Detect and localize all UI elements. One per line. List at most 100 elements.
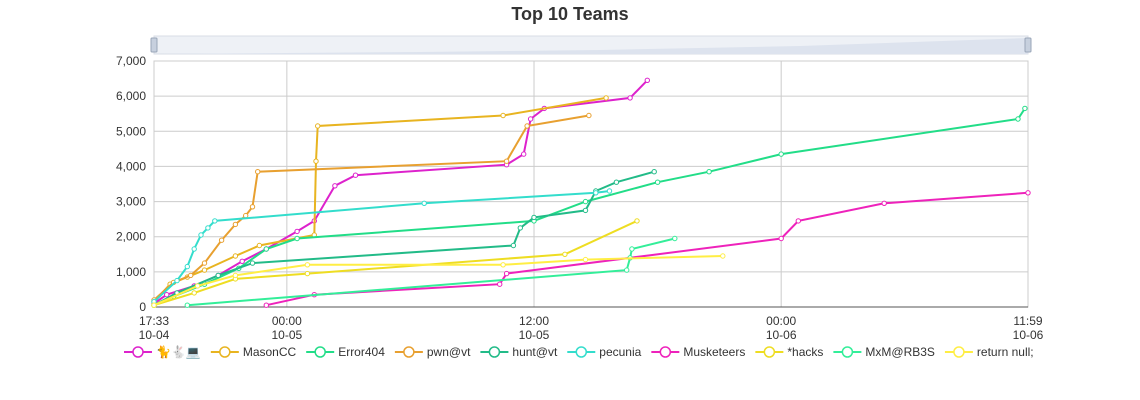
data-point[interactable]: [778, 151, 784, 157]
data-point[interactable]: [706, 169, 712, 175]
data-point[interactable]: [795, 218, 801, 224]
data-point[interactable]: [215, 272, 221, 279]
legend-item[interactable]: pecunia: [567, 345, 642, 359]
data-point[interactable]: [315, 123, 321, 129]
data-point[interactable]: [249, 204, 256, 210]
data-point[interactable]: [255, 169, 261, 175]
data-point[interactable]: [582, 207, 589, 214]
data-point[interactable]: [239, 258, 245, 264]
series-4[interactable]: [151, 169, 657, 308]
legend-item[interactable]: pwn@vt: [394, 345, 471, 359]
data-point[interactable]: [606, 188, 613, 194]
legend-label: MasonCC: [243, 345, 297, 359]
data-point[interactable]: [352, 172, 359, 178]
data-point[interactable]: [624, 267, 630, 273]
range-slider-handle-left[interactable]: [150, 37, 158, 53]
data-point[interactable]: [184, 263, 191, 270]
data-point[interactable]: [603, 95, 609, 101]
series-line[interactable]: [153, 219, 638, 307]
data-point[interactable]: [778, 235, 784, 242]
data-point[interactable]: [503, 270, 510, 277]
series-9[interactable]: [151, 253, 726, 308]
data-point[interactable]: [421, 200, 427, 207]
data-point[interactable]: [634, 218, 640, 224]
data-point[interactable]: [562, 251, 568, 258]
series-line[interactable]: [266, 191, 1029, 307]
series-3[interactable]: [151, 112, 592, 303]
data-point[interactable]: [294, 228, 300, 235]
data-point[interactable]: [232, 253, 239, 259]
data-point[interactable]: [191, 246, 197, 252]
range-slider[interactable]: [150, 35, 1032, 55]
legend-item[interactable]: MxM@RB3S: [833, 345, 935, 359]
data-point[interactable]: [174, 277, 180, 284]
data-point[interactable]: [510, 242, 517, 249]
legend-item[interactable]: Musketeers: [651, 345, 745, 359]
data-point[interactable]: [1025, 190, 1031, 196]
data-point[interactable]: [1022, 105, 1028, 112]
data-point[interactable]: [586, 112, 592, 119]
data-point[interactable]: [521, 151, 527, 157]
data-point[interactable]: [720, 253, 726, 259]
data-point[interactable]: [672, 235, 678, 242]
series-line[interactable]: [153, 170, 655, 307]
data-point[interactable]: [531, 214, 537, 221]
data-point[interactable]: [500, 262, 506, 268]
data-point[interactable]: [198, 232, 204, 238]
data-point[interactable]: [249, 260, 256, 266]
data-point[interactable]: [654, 179, 661, 185]
data-point[interactable]: [164, 292, 170, 298]
legend-item[interactable]: MasonCC: [210, 345, 297, 359]
data-point[interactable]: [191, 290, 197, 296]
data-point[interactable]: [304, 270, 311, 277]
data-point[interactable]: [629, 246, 635, 252]
legend-item[interactable]: 🐈🐇💻: [124, 345, 201, 359]
range-slider-handle-right[interactable]: [1024, 37, 1032, 53]
legend-item[interactable]: *hacks: [755, 345, 823, 359]
data-point[interactable]: [497, 281, 503, 287]
data-point[interactable]: [232, 272, 239, 279]
data-point[interactable]: [582, 256, 589, 263]
series-line[interactable]: [153, 96, 607, 303]
data-point[interactable]: [188, 272, 194, 279]
legend-item[interactable]: Error404: [306, 345, 385, 359]
data-point[interactable]: [613, 179, 620, 185]
series-2[interactable]: [151, 105, 1028, 308]
data-point[interactable]: [503, 158, 510, 164]
legend-item[interactable]: return null;: [944, 345, 1034, 359]
data-point[interactable]: [256, 242, 263, 249]
data-point[interactable]: [194, 283, 201, 289]
data-point[interactable]: [593, 190, 599, 196]
series-line[interactable]: [153, 190, 610, 303]
data-point[interactable]: [651, 169, 657, 175]
data-point[interactable]: [151, 302, 157, 308]
data-point[interactable]: [232, 221, 239, 228]
data-point[interactable]: [184, 302, 191, 308]
data-point[interactable]: [1015, 116, 1021, 122]
data-point[interactable]: [218, 237, 225, 243]
data-point[interactable]: [500, 112, 506, 119]
data-point[interactable]: [263, 302, 269, 308]
series-5[interactable]: [151, 188, 613, 305]
series-line[interactable]: [153, 114, 590, 301]
data-point[interactable]: [243, 212, 249, 219]
data-point[interactable]: [881, 200, 887, 207]
data-point[interactable]: [527, 116, 534, 122]
data-point[interactable]: [201, 267, 208, 273]
data-point[interactable]: [517, 225, 523, 231]
data-point[interactable]: [582, 198, 589, 205]
data-point[interactable]: [205, 225, 211, 231]
data-point[interactable]: [524, 123, 530, 129]
data-point[interactable]: [313, 158, 319, 164]
data-point[interactable]: [304, 262, 311, 268]
data-point[interactable]: [201, 260, 208, 266]
data-point[interactable]: [627, 95, 633, 101]
data-point[interactable]: [332, 183, 338, 189]
series-line[interactable]: [153, 79, 649, 305]
series-1[interactable]: [151, 95, 609, 305]
data-point[interactable]: [212, 218, 218, 224]
legend-item[interactable]: hunt@vt: [480, 345, 558, 359]
data-point[interactable]: [644, 77, 650, 84]
data-point[interactable]: [263, 246, 269, 252]
data-point[interactable]: [294, 235, 300, 242]
